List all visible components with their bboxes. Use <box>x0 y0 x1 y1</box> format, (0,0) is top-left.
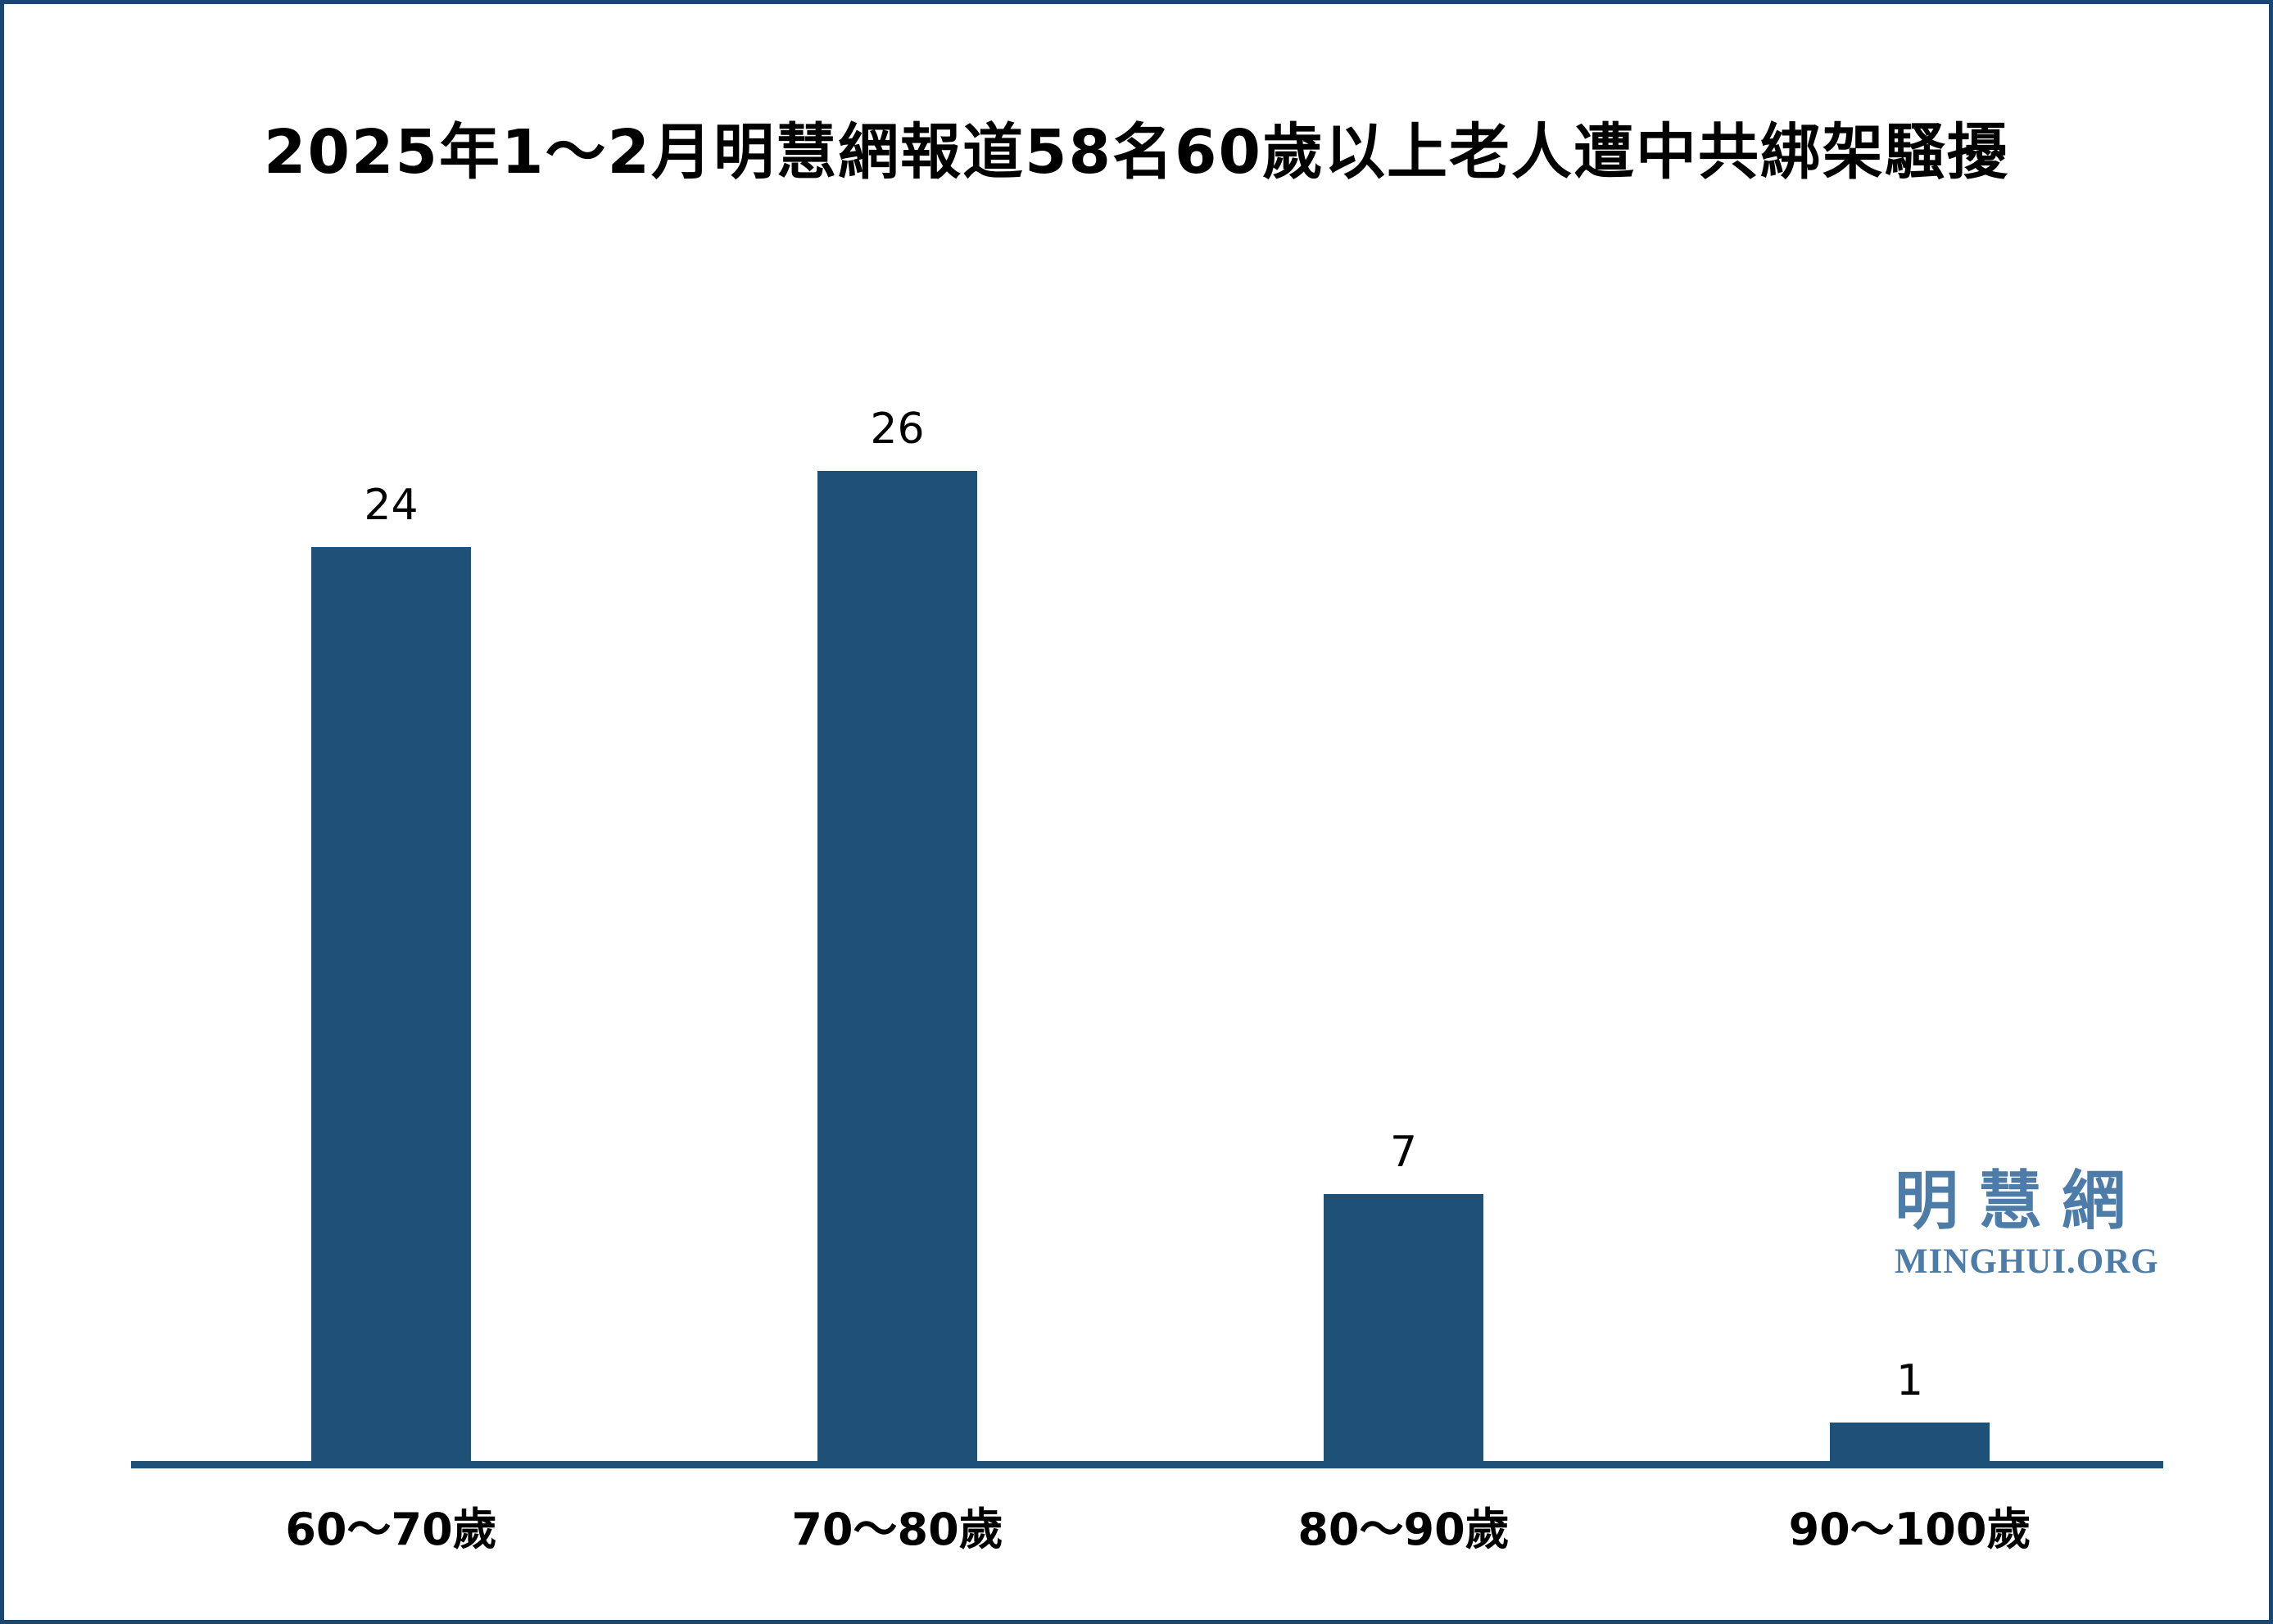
x-axis-line <box>131 1461 2163 1468</box>
bar-value-label: 26 <box>870 405 925 454</box>
x-axis-label: 80～90歲 <box>1297 1504 1510 1555</box>
minghui-logo-domain: MINGHUI.ORG <box>1895 1242 2159 1281</box>
x-axis-label: 90～100歲 <box>1788 1504 2031 1555</box>
bar <box>1830 1423 1990 1461</box>
x-axis-label: 60～70歲 <box>285 1504 497 1555</box>
bar <box>311 547 471 1461</box>
plot-area: 24 60～70歲 26 70～80歲 7 80～90歲 1 90～100歲 <box>4 4 2269 1620</box>
bar-value-label: 1 <box>1895 1356 1924 1405</box>
bar <box>1324 1194 1483 1461</box>
minghui-logo-chinese: 明慧網 <box>1895 1165 2146 1238</box>
bar-value-label: 7 <box>1389 1128 1418 1177</box>
chart-title: 2025年1～2月明慧網報道58名60歲以上老人遭中共綁架騷擾 <box>264 117 2009 188</box>
bar <box>817 471 977 1461</box>
x-axis-label: 70～80歲 <box>791 1504 1003 1555</box>
bar-value-label: 24 <box>364 481 419 530</box>
minghui-logo: 明慧網 MINGHUI.ORG <box>1895 1165 2159 1282</box>
